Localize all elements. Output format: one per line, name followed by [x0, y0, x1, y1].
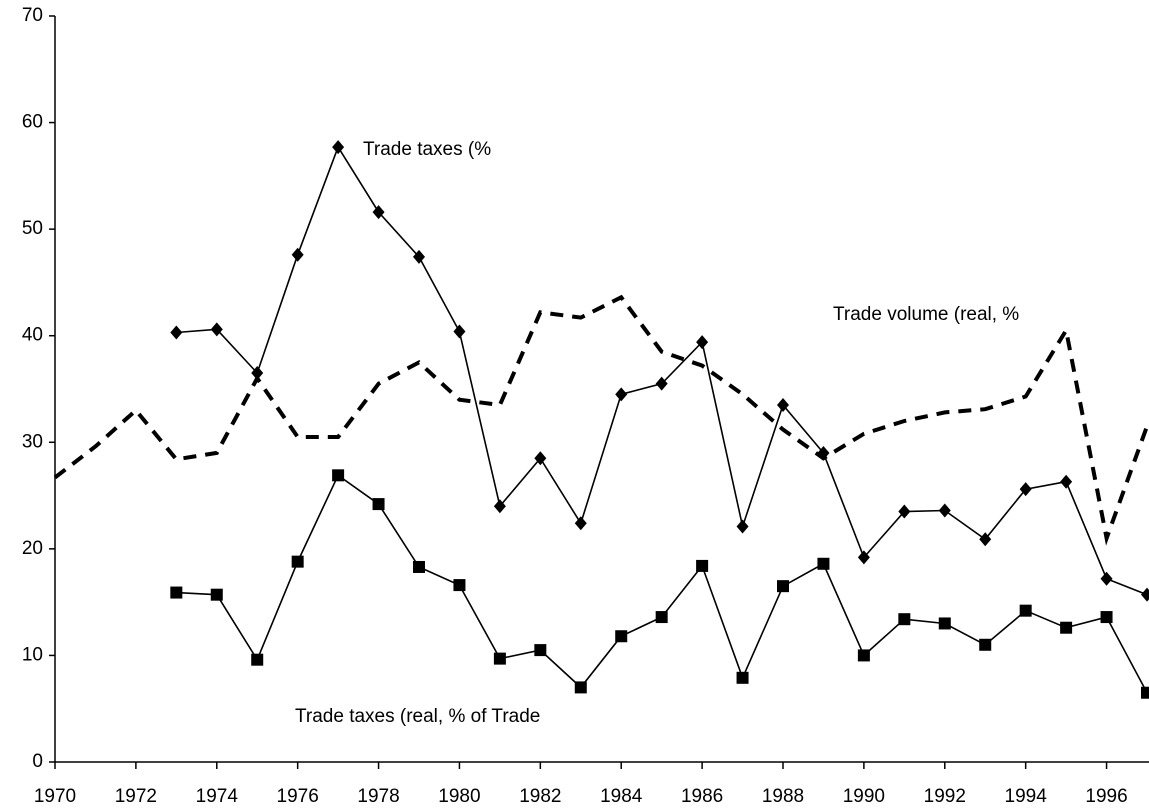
- y-tick-label: 40: [22, 325, 43, 346]
- square-marker: [696, 559, 709, 572]
- diamond-marker: [372, 205, 385, 220]
- square-marker: [857, 649, 870, 662]
- square-marker: [251, 653, 264, 666]
- y-tick-label: 70: [22, 5, 43, 26]
- x-tick-label: 1992: [924, 786, 966, 807]
- x-tick-label: 1988: [762, 786, 804, 807]
- diamond-marker: [1060, 474, 1073, 489]
- square-marker: [979, 638, 992, 651]
- diamond-marker: [453, 324, 466, 339]
- diamond-marker: [291, 247, 304, 262]
- series-label: Trade volume (real, %: [833, 304, 1019, 325]
- square-marker: [655, 611, 668, 624]
- square-marker: [291, 555, 304, 568]
- square-marker: [817, 557, 830, 570]
- diamond-marker: [615, 387, 628, 402]
- diamond-marker: [574, 516, 587, 531]
- series-line: [176, 145, 1148, 596]
- y-tick-label: 0: [32, 751, 43, 772]
- series-label: Trade taxes (%: [363, 139, 491, 160]
- x-tick-label: 1982: [519, 786, 561, 807]
- square-marker: [413, 560, 425, 573]
- diamond-marker: [696, 335, 709, 350]
- square-marker: [615, 630, 628, 643]
- diamond-marker: [170, 325, 183, 340]
- square-marker: [736, 671, 749, 684]
- square-marker: [332, 469, 345, 482]
- y-tick-label: 30: [22, 431, 43, 452]
- x-tick-label: 1990: [843, 786, 885, 807]
- square-marker: [1019, 604, 1032, 617]
- diamond-marker: [777, 397, 789, 412]
- square-marker: [1100, 611, 1113, 624]
- diamond-marker: [736, 519, 749, 534]
- diamond-marker: [493, 499, 506, 514]
- square-marker: [574, 681, 587, 694]
- diamond-marker: [1019, 482, 1032, 497]
- square-marker: [170, 586, 183, 599]
- x-tick-label: 1996: [1085, 786, 1127, 807]
- x-tick-label: 1980: [438, 786, 480, 807]
- diamond-marker: [857, 550, 870, 565]
- x-tick-label: 1986: [681, 786, 723, 807]
- diamond-marker: [210, 322, 223, 337]
- square-marker: [777, 580, 789, 593]
- square-marker: [372, 498, 385, 511]
- diamond-marker: [979, 532, 992, 547]
- x-tick-label: 1970: [34, 786, 76, 807]
- square-marker: [210, 588, 223, 601]
- square-marker: [1141, 686, 1149, 699]
- diamond-marker: [332, 140, 345, 155]
- diamond-marker: [251, 366, 264, 381]
- diamond-marker: [938, 503, 951, 518]
- square-marker: [1060, 621, 1073, 634]
- diamond-marker: [655, 376, 668, 391]
- x-tick-label: 1976: [277, 786, 319, 807]
- y-tick-label: 20: [22, 538, 43, 559]
- x-tick-label: 1978: [357, 786, 399, 807]
- series-line: [176, 474, 1148, 694]
- y-tick-label: 10: [22, 644, 43, 665]
- square-marker: [453, 579, 466, 592]
- diamond-marker: [898, 504, 911, 519]
- x-tick-label: 1984: [600, 786, 643, 807]
- x-tick-label: 1972: [115, 786, 157, 807]
- diamond-marker: [413, 249, 425, 264]
- diamond-marker: [1141, 587, 1149, 602]
- series-line: [53, 294, 1149, 546]
- square-marker: [534, 644, 547, 657]
- y-tick-label: 50: [22, 218, 43, 239]
- series-label: Trade taxes (real, % of Trade: [295, 706, 540, 727]
- y-tick-label: 60: [22, 112, 43, 133]
- x-tick-label: 1994: [1005, 786, 1048, 807]
- square-marker: [938, 617, 951, 630]
- square-marker: [493, 652, 506, 665]
- square-marker: [898, 613, 911, 626]
- diamond-marker: [534, 451, 547, 466]
- x-tick-label: 1974: [196, 786, 239, 807]
- diamond-marker: [1100, 571, 1113, 586]
